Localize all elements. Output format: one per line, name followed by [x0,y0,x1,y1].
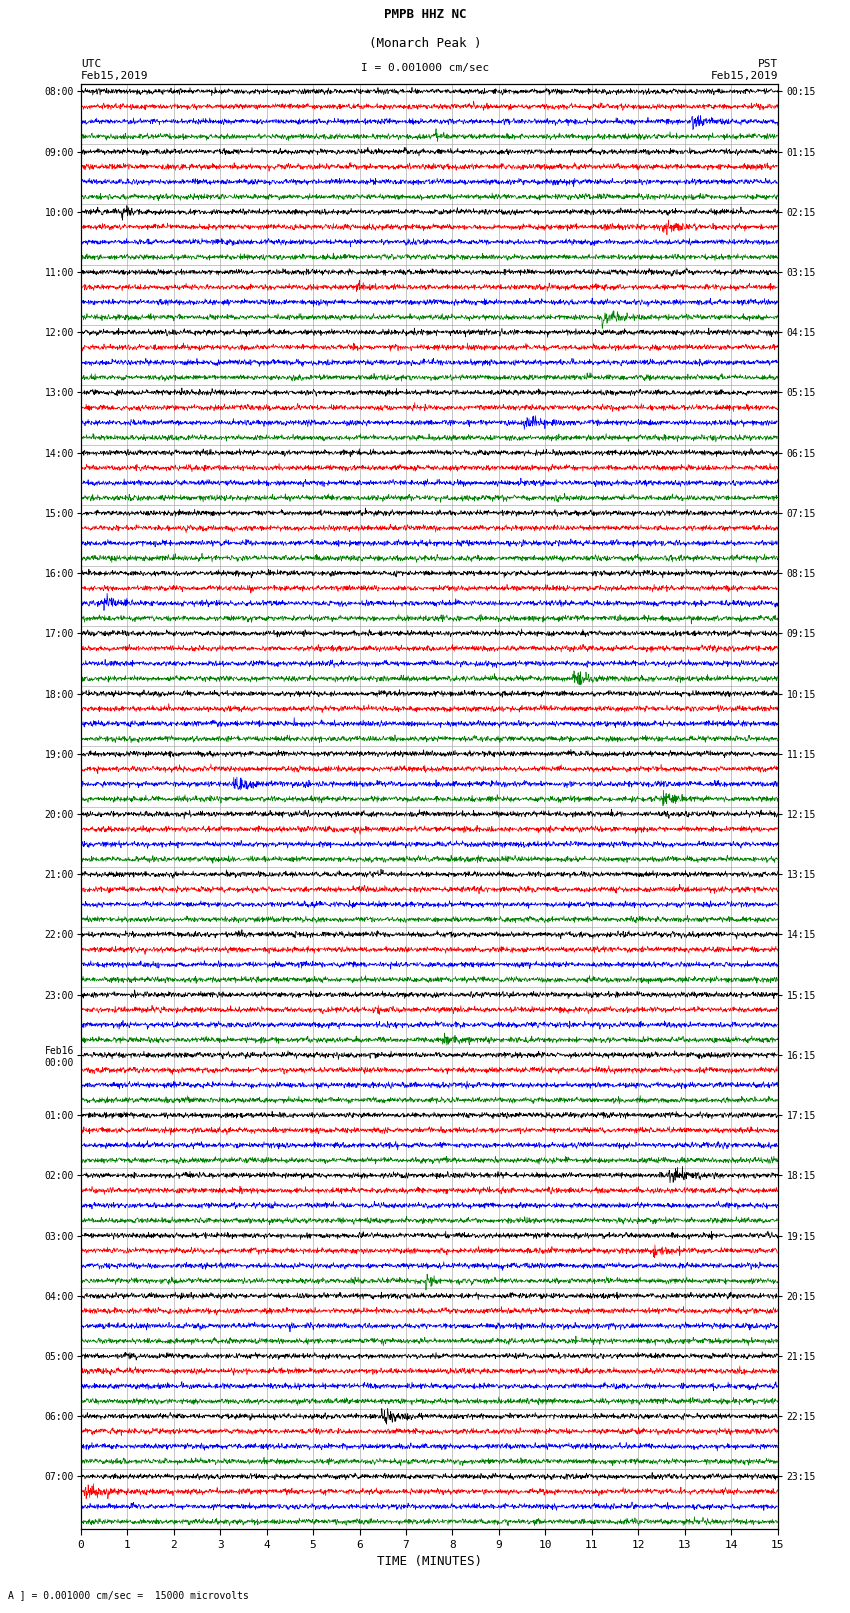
Text: PMPB HHZ NC: PMPB HHZ NC [383,8,467,21]
Text: PST
Feb15,2019: PST Feb15,2019 [711,60,778,81]
Text: UTC
Feb15,2019: UTC Feb15,2019 [81,60,148,81]
Text: (Monarch Peak ): (Monarch Peak ) [369,37,481,50]
Text: A ] = 0.001000 cm/sec =  15000 microvolts: A ] = 0.001000 cm/sec = 15000 microvolts [8,1590,249,1600]
Text: I = 0.001000 cm/sec: I = 0.001000 cm/sec [361,63,489,73]
X-axis label: TIME (MINUTES): TIME (MINUTES) [377,1555,482,1568]
